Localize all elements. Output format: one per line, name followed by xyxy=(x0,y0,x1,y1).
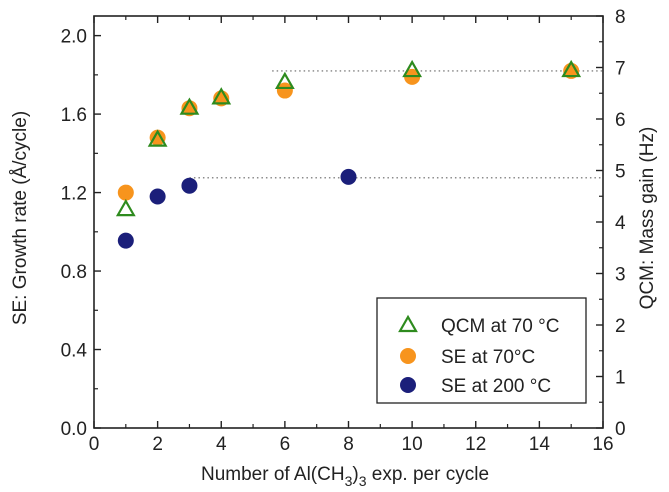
y-right-tick-label: 5 xyxy=(615,162,626,183)
data-points xyxy=(115,59,582,249)
y-right-tick-label: 3 xyxy=(615,265,626,286)
legend: QCM at 70 °C SE at 70°C SE at 200 °C xyxy=(376,297,587,404)
x-tick-label: 8 xyxy=(343,434,354,455)
legend-marker-qcm-70 xyxy=(398,314,418,333)
x-tick-label: 4 xyxy=(216,434,227,455)
legend-marker-se-70 xyxy=(400,348,416,364)
x-tick-label: 0 xyxy=(89,434,100,455)
x-axis-ticks: 0 2 4 6 8 10 12 14 16 xyxy=(89,16,614,455)
x-tick-label: 16 xyxy=(592,434,613,455)
y-right-tick-label: 7 xyxy=(615,59,626,80)
data-point-se-200 xyxy=(181,177,198,194)
data-point-qcm-70 xyxy=(147,129,168,147)
legend-marker-se-200 xyxy=(400,377,416,393)
data-point-qcm-70 xyxy=(211,87,232,105)
y-left-tick-label: 0.0 xyxy=(61,419,87,440)
x-tick-label: 2 xyxy=(152,434,163,455)
y-axis-left-ticks: 0.0 0.4 0.8 1.2 1.6 2.0 xyxy=(61,27,101,440)
data-point-se-70 xyxy=(276,82,293,99)
y-left-tick-label: 0.8 xyxy=(61,262,87,283)
legend-label-se-200: SE at 200 °C xyxy=(441,376,551,397)
legend-label-se-70: SE at 70°C xyxy=(441,347,535,368)
y-left-tick-label: 1.6 xyxy=(61,105,87,126)
y-axis-left-title: SE: Growth rate (Å/cycle) xyxy=(10,111,31,325)
reference-lines xyxy=(189,70,603,179)
data-point-se-200 xyxy=(340,168,357,185)
y-right-tick-label: 4 xyxy=(615,213,626,234)
y-left-tick-label: 1.2 xyxy=(61,184,87,205)
x-tick-label: 12 xyxy=(465,434,486,455)
data-point-qcm-70 xyxy=(402,59,423,78)
y-right-tick-label: 0 xyxy=(615,419,626,440)
y-right-tick-label: 8 xyxy=(615,7,626,28)
data-point-qcm-70 xyxy=(179,97,200,115)
data-point-se-200 xyxy=(149,188,166,205)
x-tick-label: 6 xyxy=(280,434,291,455)
data-point-qcm-70 xyxy=(274,71,295,90)
data-point-qcm-70 xyxy=(561,59,582,78)
data-point-se-70 xyxy=(149,129,166,146)
data-point-se-70 xyxy=(181,100,198,117)
legend-label-qcm-70: QCM at 70 °C xyxy=(441,316,559,337)
x-tick-label: 10 xyxy=(402,434,423,455)
data-point-qcm-70 xyxy=(115,198,136,217)
data-point-se-70 xyxy=(117,184,134,201)
y-left-tick-label: 2.0 xyxy=(61,27,87,48)
x-axis-title: Number of Al(CH3)3 exp. per cycle xyxy=(201,464,489,489)
y-right-tick-label: 2 xyxy=(615,316,626,337)
y-right-tick-label: 6 xyxy=(615,110,626,131)
y-axis-right-ticks: 0 1 2 3 4 5 6 7 8 xyxy=(596,7,626,440)
x-tick-label: 14 xyxy=(529,434,551,455)
y-right-tick-label: 1 xyxy=(615,368,626,389)
data-point-se-200 xyxy=(117,232,134,249)
y-left-tick-label: 0.4 xyxy=(61,341,88,362)
y-axis-right-title: QCM: Mass gain (Hz) xyxy=(637,127,658,310)
